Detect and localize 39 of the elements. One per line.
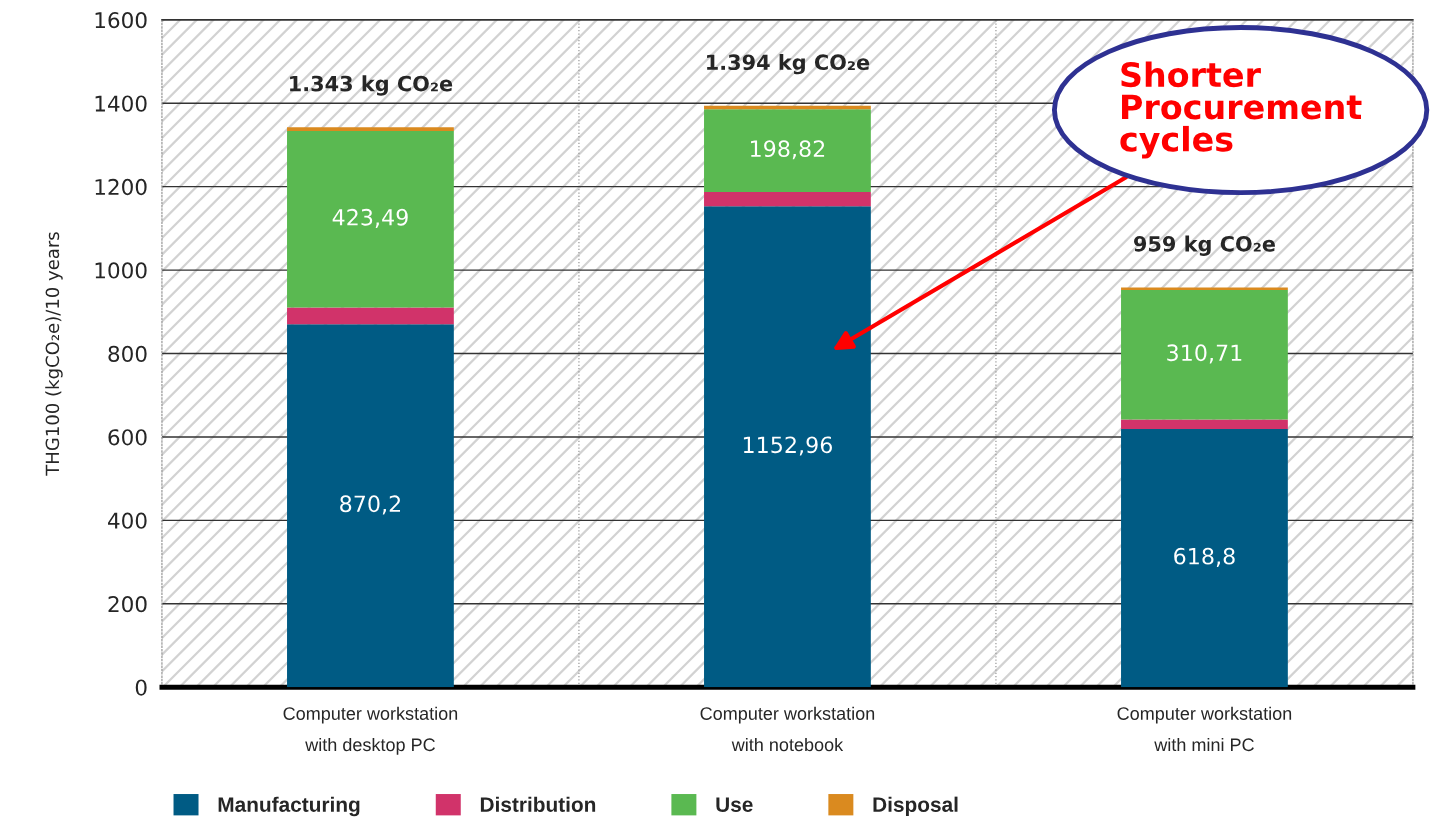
legend-label: Disposal [873, 796, 958, 817]
bar [1121, 429, 1288, 688]
data-label: 198,82 [751, 140, 825, 160]
annotation: Shorter Procurement cycles [1120, 61, 1362, 159]
bar [704, 105, 871, 110]
data-label: 618,8 [1174, 547, 1235, 567]
total-label: 959 kg CO₂e [1134, 235, 1275, 256]
legend-label: Manufacturing [218, 796, 360, 817]
y-axis-title: THG100 (kgCO₂e)/10 years [45, 232, 63, 476]
y-tick-label: 1400 [95, 95, 147, 112]
data-label: 870,2 [340, 495, 401, 515]
y-tick-label: 1000 [95, 262, 147, 279]
total-label: 1.394 kg CO₂e [707, 53, 870, 75]
data-label: 1152,96 [743, 436, 832, 456]
total-label: 1.343 kg CO₂e [290, 75, 453, 96]
bar [704, 109, 871, 193]
bar [1121, 287, 1288, 290]
y-tick-label: 0 [135, 679, 147, 696]
bar [287, 130, 454, 308]
bar [704, 192, 871, 207]
bar [287, 324, 454, 688]
legend-label: Distribution [480, 796, 596, 812]
legend-label: Use [716, 797, 753, 812]
y-tick-label: 1600 [95, 12, 147, 29]
x-tick-label: Computer workstation with notebook [700, 706, 875, 752]
data-label: 310,71 [1167, 344, 1242, 364]
y-tick-label: 200 [108, 596, 147, 613]
bar [704, 206, 871, 688]
bar [1121, 289, 1288, 420]
bar [287, 307, 454, 325]
data-label: 423,49 [332, 208, 408, 228]
x-tick-label: Computer workstation with desktop PC [283, 706, 458, 755]
bar [287, 127, 454, 131]
bar [1121, 419, 1288, 430]
y-tick-label: 600 [108, 429, 147, 446]
y-tick-label: 1200 [95, 178, 147, 196]
y-tick-label: 800 [108, 345, 147, 362]
y-tick-label: 400 [108, 512, 147, 529]
x-tick-label: Computer workstation with mini PC [1117, 706, 1292, 752]
